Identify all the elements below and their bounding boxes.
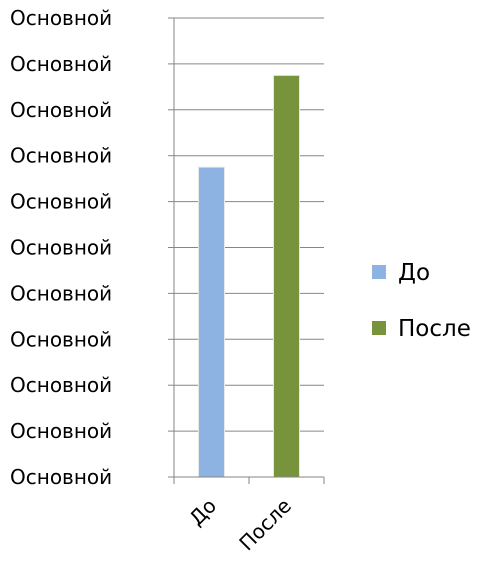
y-tick-label: Основной	[10, 236, 112, 260]
x-tick-labels: До После	[184, 494, 296, 556]
x-category-label: После	[234, 494, 296, 556]
y-tick-label: Основной	[10, 281, 112, 305]
legend-swatch	[372, 321, 386, 335]
y-tick-label: Основной	[10, 52, 112, 76]
bar-2	[273, 74, 300, 478]
legend-swatch	[372, 265, 386, 279]
y-tick-label: Основной	[10, 465, 112, 489]
bars	[198, 74, 300, 478]
legend: До После	[372, 260, 471, 342]
y-tick-label: Основной	[10, 419, 112, 443]
legend-label: До	[398, 260, 430, 286]
x-category-label: До	[184, 494, 221, 531]
y-tick-label: Основной	[10, 373, 112, 397]
y-tick-label: Основной	[10, 144, 112, 168]
axes	[168, 17, 325, 484]
legend-label: После	[398, 316, 471, 342]
y-tick-label: Основной	[10, 190, 112, 214]
y-tick-label: Основной	[10, 327, 112, 351]
bar-1	[198, 166, 225, 478]
y-tick-labels: Основной Основной Основной Основной Основной…	[10, 6, 112, 489]
y-tick-label: Основной	[10, 6, 112, 30]
y-tick-label: Основной	[10, 98, 112, 122]
grid-lines	[174, 17, 324, 432]
